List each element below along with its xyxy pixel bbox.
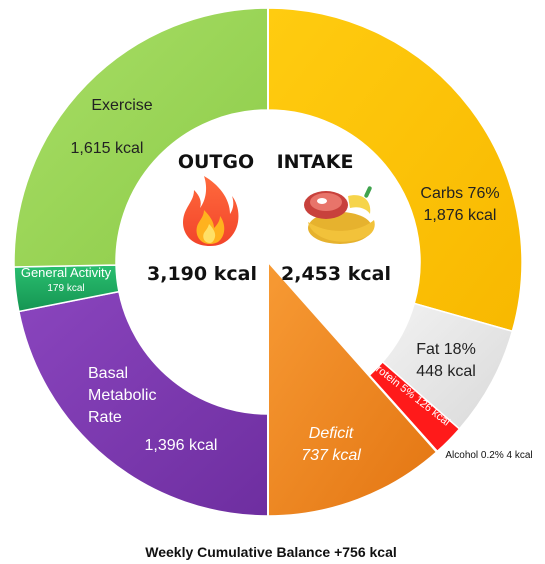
general-activity-label: General Activity <box>21 265 112 280</box>
general-activity-value: 179 kcal <box>47 283 84 294</box>
fire-icon <box>183 176 239 246</box>
weekly-balance-caption: Weekly Cumulative Balance +756 kcal <box>145 544 397 560</box>
bmr-label-line-2: Metabolic <box>88 387 156 404</box>
fat-label: Fat 18% <box>416 341 476 358</box>
outgo-heading: OUTGO <box>178 151 254 173</box>
bmr-segment <box>17 290 269 517</box>
carbs-label: Carbs 76% <box>420 185 499 202</box>
intake-heading: INTAKE <box>277 151 354 173</box>
deficit-label: Deficit <box>309 425 354 442</box>
bmr-label-line-3: Rate <box>88 409 122 426</box>
exercise-label: Exercise <box>91 97 152 114</box>
alcohol-label: Alcohol 0.2% 4 kcal <box>445 450 532 461</box>
exercise-value: 1,615 kcal <box>71 140 144 157</box>
carbs-value: 1,876 kcal <box>424 207 497 224</box>
fat-value: 448 kcal <box>416 363 476 380</box>
carbs-segment <box>267 7 523 333</box>
bmr-label-line-1: Basal <box>88 365 128 382</box>
deficit-value: 737 kcal <box>301 447 361 464</box>
exercise-segment <box>13 7 269 268</box>
outgo-total: 3,190 kcal <box>147 263 257 285</box>
bmr-value: 1,396 kcal <box>145 437 218 454</box>
food-icon <box>304 186 375 244</box>
intake-total: 2,453 kcal <box>281 263 391 285</box>
